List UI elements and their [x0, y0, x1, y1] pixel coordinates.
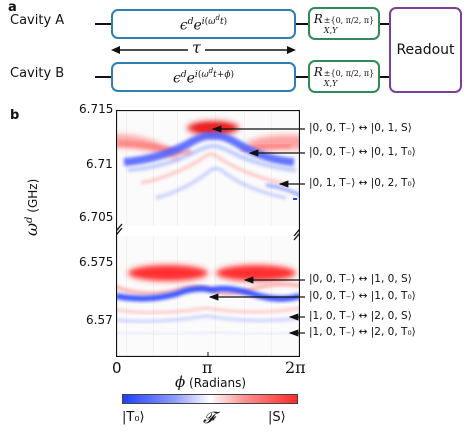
annotation-2: |0, 1, T₋⟩ ↔ |0, 2, T₀⟩ — [309, 177, 416, 189]
readout-box: Readout — [389, 7, 462, 93]
colorbar-label-right: |S⟩ — [268, 410, 286, 425]
y-tick-lower-1: 6.57 — [86, 313, 113, 327]
annotation-4: |0, 0, T₋⟩ ↔ |1, 0, T₀⟩ — [309, 290, 416, 302]
y-tick-upper-1: 6.71 — [86, 157, 113, 171]
rotation-formula-a: R ±{0, π/2, π} X,Y — [313, 11, 375, 35]
drive-formula-a: ϵdei(ωdt) — [179, 14, 228, 34]
cavity-b-label: Cavity B — [10, 66, 65, 81]
cavity-b-line — [95, 76, 111, 78]
y-tick-upper-2: 6.705 — [79, 210, 114, 224]
rotation-formula-b: R ±{0, π/2, π} X,Y — [313, 64, 375, 88]
colorbar-label-center: 𝓕 — [203, 408, 215, 427]
drive-formula-b: ϵdei(ωdt+ϕ) — [173, 67, 234, 87]
annotation-6: |1, 0, T₋⟩ ↔ |2, 0, T₀⟩ — [309, 326, 416, 338]
link-a — [296, 23, 308, 25]
x-axis-label: ϕ (Radians) — [175, 373, 247, 391]
y-tick-upper-0: 6.715 — [79, 102, 114, 116]
panel-b-label: b — [10, 108, 20, 123]
x-tick-1: π — [202, 358, 213, 377]
link-b — [296, 76, 308, 78]
tau-label: τ — [188, 39, 205, 57]
link-a2 — [380, 23, 389, 25]
rotation-box-b: R ±{0, π/2, π} X,Y — [308, 60, 380, 93]
annotation-5: |1, 0, T₋⟩ ↔ |2, 0, S⟩ — [309, 310, 412, 322]
x-tick-2: 2π — [285, 358, 306, 377]
cavity-a-label: Cavity A — [10, 13, 65, 28]
rotation-box-a: R ±{0, π/2, π} X,Y — [308, 7, 380, 40]
link-b2 — [380, 76, 389, 78]
drive-box-a: ϵdei(ωdt) — [111, 9, 296, 39]
colorbar-label-left: |T₀⟩ — [122, 410, 145, 425]
readout-label: Readout — [396, 42, 455, 58]
annotation-3: |0, 0, T₋⟩ ↔ |1, 0, S⟩ — [309, 273, 412, 285]
cavity-a-line — [95, 23, 111, 25]
annotation-1: |0, 0, T₋⟩ ↔ |0, 1, T₀⟩ — [309, 146, 416, 158]
drive-box-b: ϵdei(ωdt+ϕ) — [111, 62, 296, 92]
colorbar — [122, 394, 298, 404]
heatmap-plot — [116, 110, 300, 357]
panel-a-label: a — [8, 0, 17, 15]
annotation-0: |0, 0, T₋⟩ ↔ |0, 1, S⟩ — [309, 122, 412, 134]
x-tick-0: 0 — [112, 359, 122, 377]
y-tick-lower-0: 6.575 — [79, 255, 114, 269]
